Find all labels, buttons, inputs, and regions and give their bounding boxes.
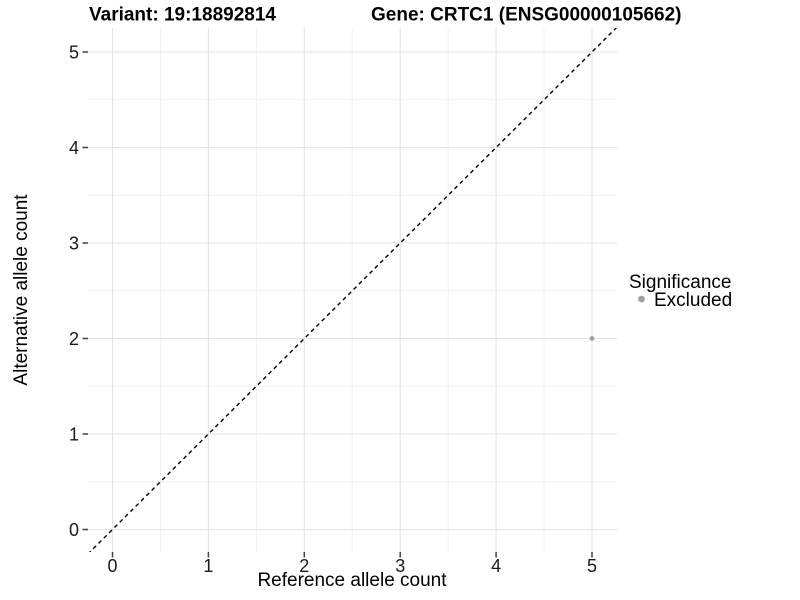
y-tick-label: 5 [69,43,79,63]
x-axis-tick-labels: 0 1 2 3 4 5 [107,556,597,576]
y-tick-label: 1 [69,425,79,445]
x-axis-title: Reference allele count [257,570,447,591]
legend-title: Significance [629,272,731,293]
y-tick-label: 0 [69,520,79,540]
y-tick-label: 2 [69,329,79,349]
x-tick-label: 4 [491,556,501,576]
legend-marker-excluded-icon [638,295,645,303]
y-tick-label: 4 [69,138,79,158]
gridlines-major [88,28,617,552]
axis-tick-marks [82,51,593,558]
x-tick-label: 5 [587,556,597,576]
gridlines-minor [88,28,617,552]
x-tick-label: 1 [203,556,213,576]
x-tick-label: 0 [107,556,117,576]
x-tick-label: 3 [395,556,405,576]
data-point [589,336,595,341]
identity-line [88,28,617,552]
data-points [589,336,595,341]
y-tick-label: 3 [69,234,79,254]
x-tick-label: 2 [299,556,309,576]
gene-title: Gene: CRTC1 (ENSG00000105662) [371,5,681,26]
variant-title: Variant: 19:18892814 [89,5,276,26]
y-axis-tick-labels: 0 1 2 3 4 5 [69,43,79,541]
y-axis-title: Alternative allele count [11,194,32,386]
legend: Significance Excluded [629,272,732,311]
legend-entry-excluded: Excluded [654,290,732,311]
